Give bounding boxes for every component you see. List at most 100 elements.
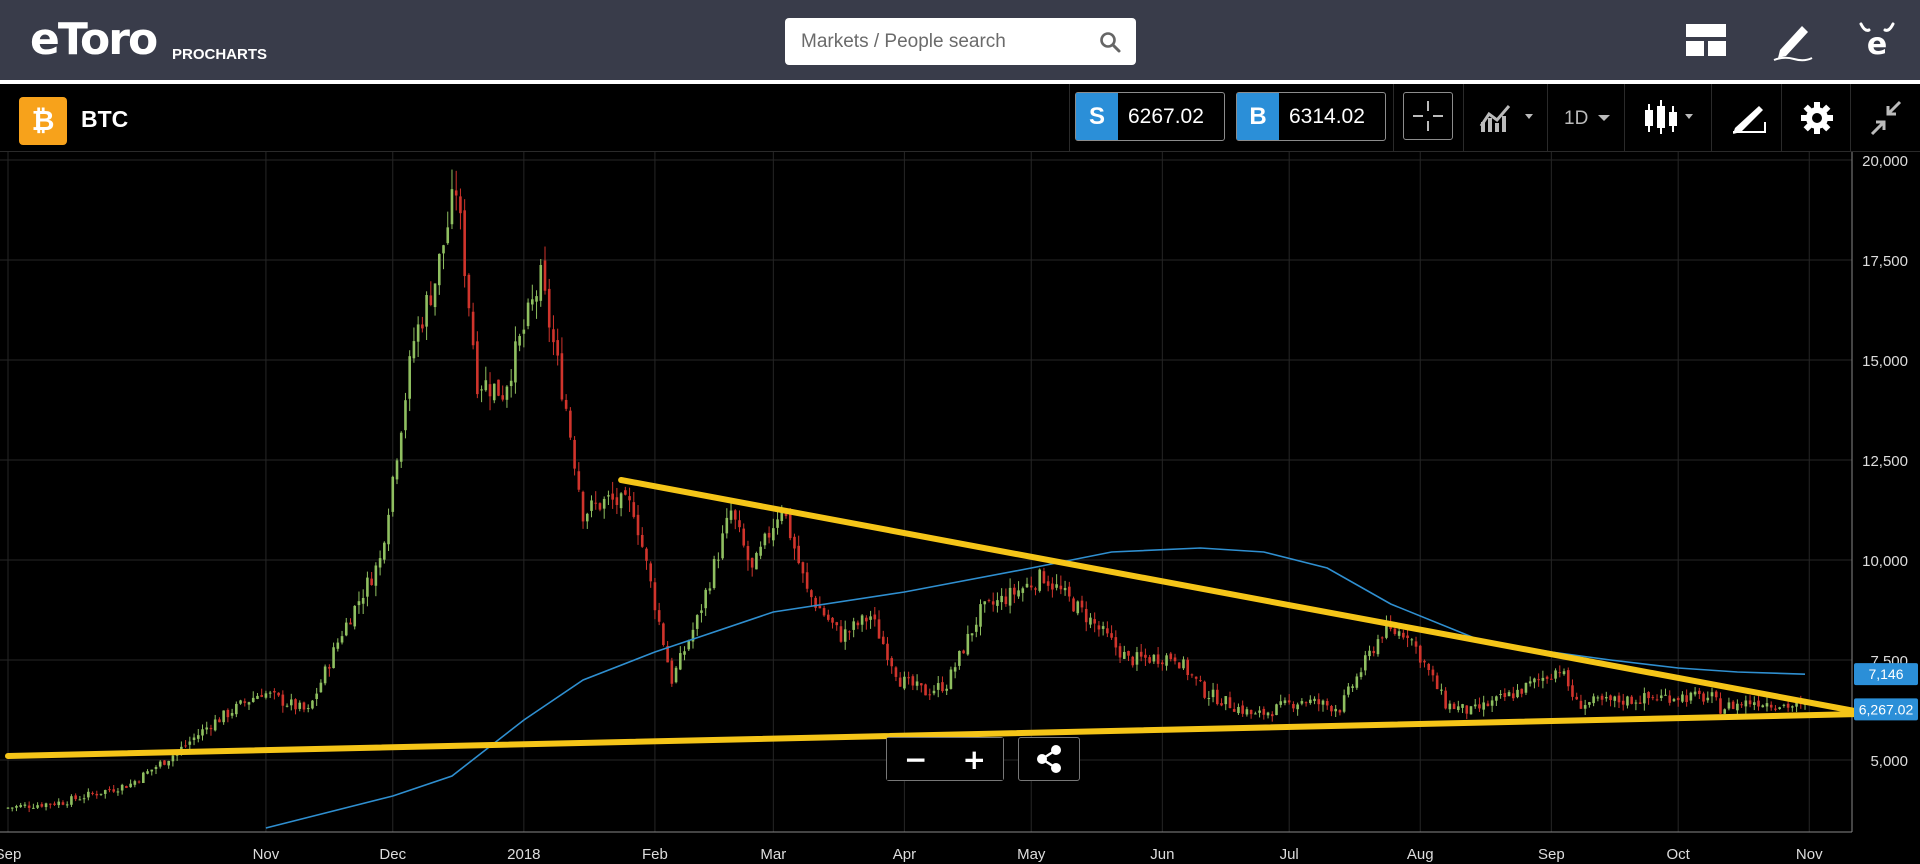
- sell-button[interactable]: S 6267.02: [1075, 92, 1225, 141]
- candle-body: [881, 636, 885, 645]
- candle-body: [112, 789, 116, 792]
- candle-body: [319, 682, 323, 693]
- candle-body: [1224, 696, 1228, 705]
- candle-body: [860, 615, 864, 625]
- candle-body: [235, 703, 238, 715]
- price-chart[interactable]: 5,0007,50010,00012,50015,00017,50020,000…: [0, 152, 1920, 864]
- candle-body: [1385, 624, 1388, 638]
- zoom-in-button[interactable]: +: [945, 738, 1003, 780]
- candle-body: [738, 520, 741, 528]
- candle-body: [1270, 714, 1274, 717]
- divider: [944, 738, 946, 780]
- candle-body: [928, 694, 932, 696]
- search-icon[interactable]: [1098, 30, 1122, 54]
- candle-body: [1465, 705, 1469, 714]
- candle-body: [856, 622, 860, 626]
- candle-body: [1220, 703, 1223, 706]
- fullscreen-exit-icon[interactable]: [1866, 92, 1906, 144]
- candle-body: [450, 189, 454, 225]
- candle-body: [340, 636, 344, 643]
- candle-body: [670, 660, 674, 684]
- candle-body: [1342, 695, 1346, 712]
- candle-body: [256, 695, 259, 699]
- candle-body: [437, 253, 441, 286]
- candle-body: [979, 604, 982, 627]
- crosshair-button[interactable]: [1403, 92, 1453, 140]
- candle-body: [624, 490, 627, 495]
- candle-body: [1139, 651, 1143, 657]
- candle-body: [1080, 600, 1084, 608]
- candle-body: [801, 562, 805, 574]
- candle-body: [1655, 699, 1659, 701]
- candle-body: [349, 622, 352, 625]
- layout-icon[interactable]: [1684, 18, 1728, 62]
- candle-body: [712, 559, 716, 588]
- candle-body: [962, 650, 965, 654]
- candle-body: [268, 692, 272, 694]
- candle-body: [1571, 685, 1574, 697]
- candle-body: [1194, 676, 1198, 679]
- candle-body: [1182, 659, 1185, 669]
- candle-body: [120, 784, 124, 791]
- candle-body: [1245, 709, 1249, 715]
- candle-body: [1643, 693, 1646, 704]
- candle-body: [1393, 628, 1397, 634]
- price-label: 6,267.02: [1859, 701, 1914, 717]
- candle-body: [1431, 669, 1435, 676]
- share-button[interactable]: [1018, 737, 1080, 781]
- x-tick-label: Feb: [642, 846, 668, 863]
- candle-body: [163, 760, 166, 765]
- candle-body: [1029, 585, 1033, 588]
- candle-body: [1528, 681, 1532, 684]
- candle-body: [1110, 633, 1113, 638]
- candle-body: [1144, 654, 1147, 658]
- candle-body: [416, 324, 420, 342]
- candle-body: [780, 509, 784, 522]
- candle-body: [1791, 706, 1794, 708]
- y-tick-label: 5,000: [1870, 753, 1908, 770]
- candle-body: [657, 610, 661, 622]
- etoro-profile-icon[interactable]: e: [1855, 18, 1899, 62]
- candle-body: [894, 667, 898, 677]
- timeframe-select[interactable]: 1D: [1564, 108, 1614, 160]
- candle-body: [1397, 631, 1401, 636]
- candle-body: [336, 642, 340, 649]
- candle-body: [810, 590, 813, 598]
- candle-body: [425, 294, 428, 327]
- search-input[interactable]: [801, 18, 1091, 65]
- trendline: [5, 711, 1863, 759]
- settings-icon[interactable]: [1797, 92, 1837, 144]
- candle-body: [890, 658, 894, 667]
- candle-body: [640, 534, 644, 547]
- buy-button[interactable]: B 6314.02: [1236, 92, 1386, 141]
- drawing-icon[interactable]: [1729, 92, 1769, 144]
- etoro-logo[interactable]: eToro: [30, 14, 158, 65]
- candle-body: [826, 614, 830, 620]
- edit-icon[interactable]: [1770, 18, 1814, 62]
- candle-body: [1249, 709, 1253, 715]
- price-label: 7,146: [1868, 666, 1903, 682]
- candle-body: [412, 341, 416, 359]
- candle-body: [433, 283, 437, 308]
- candle-body: [82, 798, 86, 800]
- candle-body: [1292, 703, 1295, 709]
- candle-body: [843, 629, 847, 642]
- candle-body: [924, 684, 927, 696]
- indicators-icon[interactable]: [1475, 92, 1539, 144]
- candle-body: [526, 302, 530, 327]
- candle-body: [1727, 702, 1731, 709]
- bitcoin-icon: ₿: [19, 97, 67, 145]
- candle-body: [1008, 587, 1012, 606]
- candle-body: [78, 799, 82, 801]
- candle-body: [158, 761, 162, 767]
- candle-body: [1600, 695, 1604, 700]
- candles-icon[interactable]: [1641, 92, 1701, 144]
- candle-body: [662, 623, 665, 646]
- candle-body: [509, 380, 513, 387]
- candle-body: [556, 340, 559, 356]
- zoom-out-button[interactable]: −: [887, 738, 945, 780]
- candle-body: [564, 399, 568, 409]
- candle-body: [65, 804, 69, 806]
- candle-body: [1122, 651, 1126, 659]
- candle-body: [1486, 703, 1490, 707]
